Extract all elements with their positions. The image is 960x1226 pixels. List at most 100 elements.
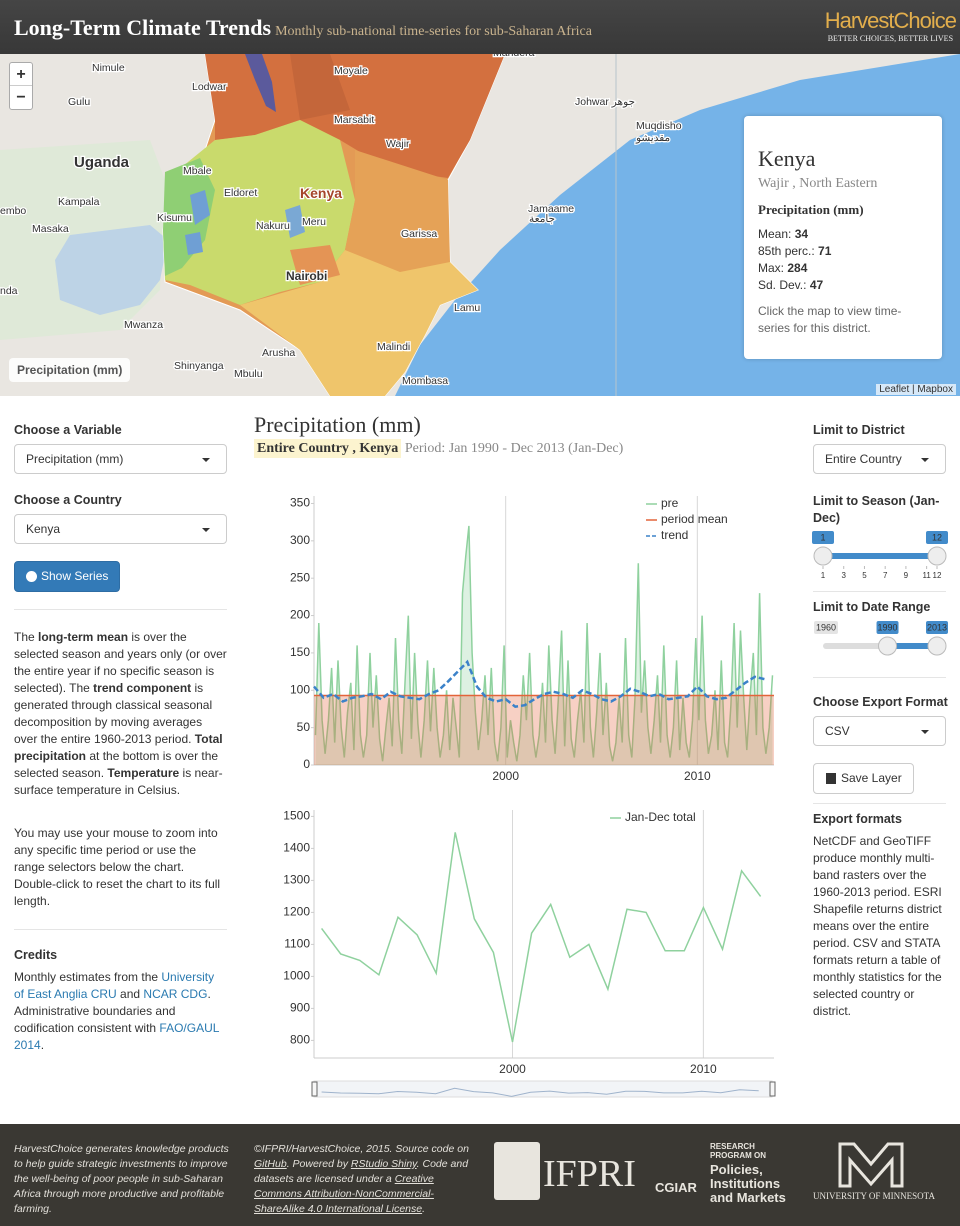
x-tick-label: 2010 — [690, 1062, 717, 1076]
globe-icon — [26, 571, 37, 582]
footer-license: ©IFPRI/HarvestChoice, 2015. Source code … — [254, 1142, 469, 1217]
place: Malindi — [377, 341, 410, 353]
district-select[interactable]: Entire Country — [813, 444, 946, 474]
stat-value: 47 — [809, 278, 824, 292]
info-variable: Precipitation (mm) — [758, 202, 864, 217]
logo-pim[interactable]: RESEARCH PROGRAM ON Policies, Institutions a… — [710, 1142, 786, 1205]
slider-tick-label: 3 — [842, 571, 847, 580]
text: and — [116, 987, 144, 1001]
country-select[interactable]: Kenya — [14, 514, 227, 544]
button-label: Show Series — [41, 569, 109, 583]
button-label: Save Layer — [841, 771, 902, 785]
slider-range — [887, 643, 937, 649]
footer-about: HarvestChoice generates knowledge produc… — [14, 1143, 229, 1215]
slider-badge — [812, 531, 834, 544]
region-north — [205, 54, 505, 178]
y-tick-label: 1000 — [283, 969, 310, 983]
stat-value: 284 — [787, 261, 808, 275]
slider-handle — [927, 636, 947, 656]
place: Wajir — [386, 138, 410, 150]
navigator-series — [321, 1087, 759, 1097]
x-tick-label: 2000 — [499, 1062, 526, 1076]
pim-line: Institutions — [710, 1176, 781, 1191]
label: Choose Export Format — [813, 695, 948, 709]
minnesota-m — [838, 1142, 904, 1188]
divider — [813, 591, 946, 592]
formats-text: NetCDF and GeoTIFF produce monthly multi… — [813, 834, 942, 1018]
navigator — [313, 1080, 773, 1098]
place: Garissa — [401, 228, 437, 240]
link[interactable]: GitHub — [254, 1158, 287, 1170]
series-area — [315, 525, 773, 765]
logo-cgiar[interactable]: CGIAR — [655, 1180, 697, 1195]
pim-line: Policies, — [710, 1162, 763, 1177]
stat-value: 71 — [818, 244, 832, 258]
region-south — [240, 250, 478, 396]
text: Monthly estimates from the — [14, 970, 162, 984]
show-series-button[interactable]: Show Series — [14, 561, 121, 592]
y-tick-label: 900 — [290, 1001, 310, 1015]
m-outline — [838, 1142, 904, 1188]
variable-select[interactable]: Precipitation (mm) — [14, 444, 227, 474]
link[interactable]: Creative Commons Attribution-NonCommerci… — [254, 1173, 434, 1215]
logo[interactable]: HarvestChoice BETTER CHOICES, BETTER LIV… — [824, 8, 957, 43]
logo-text: HarvestChoice — [824, 8, 957, 33]
y-tick-label: 1400 — [283, 841, 310, 855]
place: Kampala — [58, 196, 100, 208]
area-badge: Entire Country , Kenya — [254, 439, 402, 458]
link[interactable]: NCAR CDG — [143, 987, 208, 1001]
stat-label: Sd. Dev.: — [758, 278, 807, 292]
title: Long-Term Climate Trends — [14, 15, 272, 40]
y-tick-label: 800 — [290, 1033, 310, 1047]
info-stat: Mean: 34 — [758, 226, 928, 243]
place: Mombasa — [402, 375, 448, 387]
slider-value: 2013 — [927, 622, 947, 632]
slider-tick-label: 11 — [922, 571, 931, 580]
place: Marsabit — [334, 114, 374, 126]
period: Period: Jan 1990 - Dec 2013 (Jan-Dec) — [404, 441, 624, 456]
region-nairobi — [290, 245, 340, 285]
zoom-control: + − — [9, 62, 33, 110]
zoom-in[interactable]: + — [10, 63, 32, 86]
info-stat: 85th perc.: 71 — [758, 243, 928, 260]
text: . Administrative boundaries and codifica… — [14, 987, 211, 1035]
link[interactable]: University of East Anglia CRU — [14, 970, 215, 1001]
place: Mbale — [183, 165, 212, 177]
link[interactable]: FAO/GAUL 2014 — [14, 1021, 219, 1052]
place: Mbulu — [234, 368, 263, 380]
slider-tick-label: 1 — [821, 571, 826, 580]
slider-track — [823, 643, 937, 649]
ifpri-emblem — [494, 1142, 540, 1200]
link[interactable]: RStudio Shiny — [350, 1158, 417, 1170]
series-line — [314, 525, 774, 762]
divider — [813, 803, 946, 804]
export-select[interactable]: CSV — [813, 716, 946, 746]
map-legend: Precipitation (mm) — [9, 358, 131, 382]
place: Mandera — [493, 54, 535, 59]
save-button[interactable]: Save Layer — [813, 763, 914, 794]
info-note: Click the map to view time-series for th… — [758, 304, 902, 335]
logo-umn[interactable]: UNIVERSITY OF MINNESOTA — [813, 1191, 935, 1201]
place: Gulu — [68, 96, 90, 108]
logo-tagline: BETTER CHOICES, BETTER LIVES — [827, 34, 954, 43]
slider-min-badge — [814, 621, 838, 634]
zoom-out[interactable]: − — [16, 89, 26, 106]
slider-value: 12 — [932, 532, 942, 542]
text: ©IFPRI/HarvestChoice, 2015. Source code … — [254, 1143, 469, 1155]
y-tick-label: 0 — [303, 757, 310, 771]
legend-label: trend — [661, 528, 688, 542]
place-labels: Nimule Moyale Mandera Lodwar Gulu Marsab… — [0, 54, 683, 388]
district-blue — [285, 205, 305, 238]
slider-handle — [878, 636, 898, 656]
text: is over the selected season and years on… — [14, 630, 227, 695]
place: Lodwar — [192, 81, 227, 93]
chart-heading: Precipitation (mm) — [254, 412, 421, 437]
credits: Monthly estimates from the University of… — [14, 969, 227, 1054]
text-bold: Temperature — [107, 766, 180, 780]
logo-ifpri[interactable]: IFPRI — [543, 1153, 636, 1195]
attribution[interactable]: Leaflet | Mapbox — [876, 384, 956, 395]
stat-label: Mean: — [758, 227, 792, 241]
country-label: Kenya — [300, 185, 342, 201]
